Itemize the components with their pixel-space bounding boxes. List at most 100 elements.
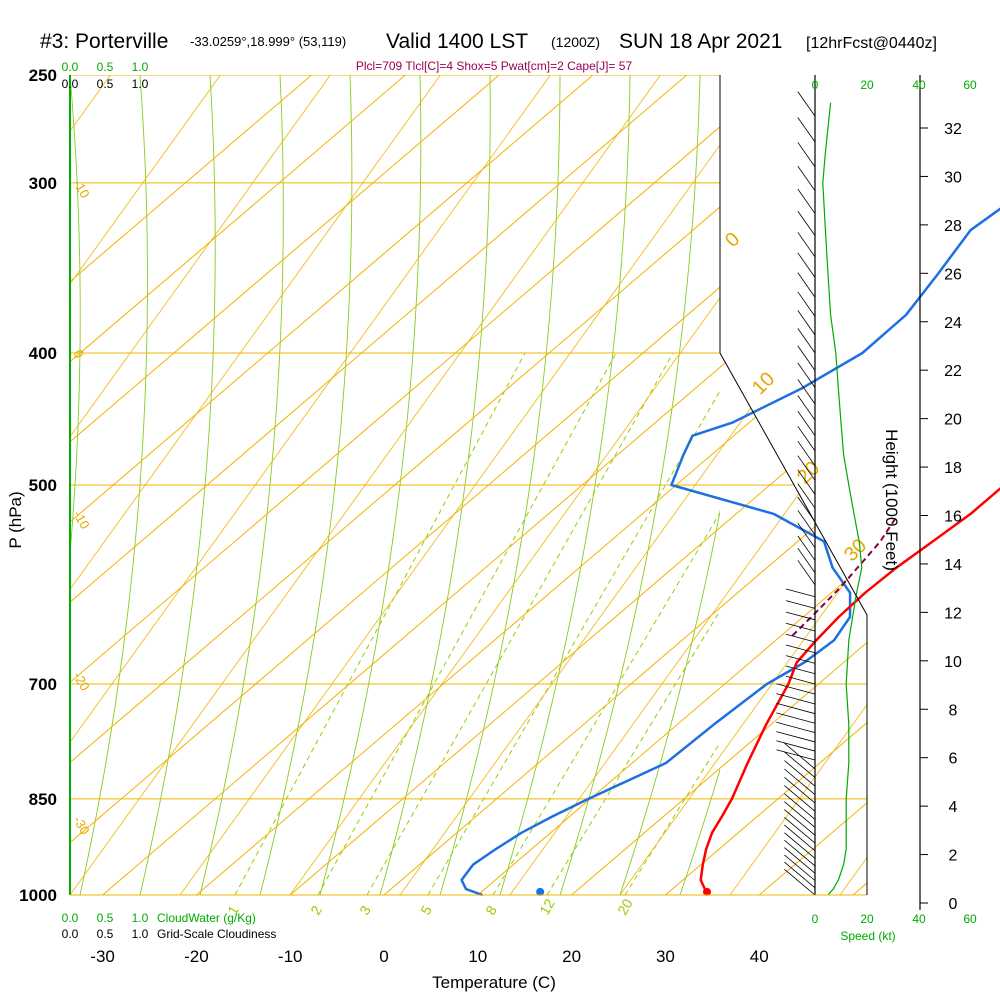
forecast-date: SUN 18 Apr 2021 [619, 30, 782, 53]
temperature-tick-label: 40 [750, 947, 769, 966]
cloudiness-tick-bottom: 1.0 [132, 927, 149, 941]
isotherm-line [70, 75, 781, 895]
wind-barb [784, 854, 816, 881]
parcel-line [791, 518, 896, 637]
station-coords: -33.0259°,18.999° (53,119) [190, 34, 346, 49]
stability-indices: Plcl=709 Tlcl[C]=4 Shox=5 Pwat[cm]=2 Cap… [356, 59, 633, 73]
cloudwater-tick-top: 0.0 [62, 60, 79, 74]
mixing-ratio-line [492, 511, 720, 895]
cloudiness-title: Grid-Scale Cloudiness [157, 927, 276, 941]
wind-barb [797, 426, 816, 452]
wind-barb [797, 410, 816, 436]
pressure-tick-label: 250 [29, 66, 57, 85]
wind-barb [785, 633, 816, 643]
dry-adiabat-line [70, 75, 221, 895]
wind-barb [797, 310, 816, 336]
temperature-tick-label: 30 [656, 947, 675, 966]
wind-barb [785, 611, 816, 621]
wind-barb [797, 547, 816, 574]
wind-barb [797, 91, 816, 117]
isotherm-line [70, 75, 688, 895]
speed-tick-top: 60 [963, 78, 977, 92]
wind-barb [776, 740, 816, 752]
wind-speed-profile-line [822, 102, 863, 896]
speed-axis-title: Speed (kt) [840, 929, 895, 943]
wind-barb [784, 768, 816, 795]
moist-adiabat-line [619, 509, 720, 895]
wind-barb [784, 839, 816, 867]
dry-adiabat-line [619, 75, 867, 895]
speed-tick-bottom: 0 [812, 912, 819, 926]
speed-tick-bottom: 40 [912, 912, 926, 926]
speed-tick-top: 40 [912, 78, 926, 92]
cloudiness-tick-bottom: 0.0 [62, 927, 79, 941]
pressure-axis-title: P (hPa) [6, 491, 25, 548]
height-tick-label: 32 [944, 121, 962, 138]
wind-barb [797, 510, 816, 536]
wind-barb [784, 817, 816, 844]
wind-barb [797, 232, 816, 258]
wind-barb [784, 785, 816, 812]
wind-barb [797, 291, 816, 317]
wind-barb [797, 440, 816, 466]
isotherm-line [852, 75, 867, 895]
pressure-tick-label: 700 [29, 675, 57, 694]
height-tick-label: 6 [949, 751, 958, 768]
moist-adiabat-line [860, 75, 1000, 895]
wind-profile-panel [776, 75, 863, 896]
utc-time: (1200Z) [551, 34, 600, 50]
wind-barb [785, 665, 816, 675]
cloudwater-tick-bottom: 0.5 [97, 911, 114, 925]
cloudiness-tick-top: 1.0 [132, 77, 149, 91]
mixing-ratio-label: 5 [417, 903, 435, 918]
wind-barb [797, 117, 816, 143]
wind-barb [776, 721, 816, 734]
isotherm-line [196, 75, 867, 895]
wind-barb [776, 702, 816, 715]
mixing-ratio-label: 2 [307, 903, 325, 918]
wind-barb [776, 683, 816, 695]
wind-barb [784, 824, 816, 852]
wind-barb [785, 622, 816, 632]
mixing-ratio-label: 8 [482, 903, 500, 918]
height-tick-label: 24 [944, 315, 962, 332]
isotherm-line [70, 75, 500, 895]
pressure-tick-label: 400 [29, 344, 57, 363]
axis-layer: -30 -20 -10 0 10 20 30 401000850700500400300250… [19, 60, 977, 966]
dry-adiabat-line [70, 75, 661, 895]
wind-barb [784, 847, 816, 874]
isotherm-line [70, 75, 867, 895]
wind-barb [785, 588, 816, 598]
plot-right-border-slant [719, 352, 868, 616]
mixing-ratio-line [317, 352, 617, 895]
isotherm-line [758, 75, 867, 895]
wind-barb [797, 455, 816, 481]
cloudwater-tick-bottom: 1.0 [132, 911, 149, 925]
speed-tick-bottom: 60 [963, 912, 977, 926]
wind-barb [797, 188, 816, 214]
height-tick-label: 8 [949, 702, 958, 719]
wind-barb [784, 776, 816, 804]
mixing-ratio-line [546, 609, 720, 895]
temperature-tick-label: 20 [562, 947, 581, 966]
valid-time: Valid 1400 LST [386, 30, 528, 53]
wind-barb [797, 210, 816, 236]
dry-adiabat-line [950, 75, 1000, 895]
mixing-ratio-line [234, 352, 526, 895]
dry-adiabat-label: 10 [748, 368, 779, 399]
isotherm-label: -20 [70, 670, 92, 694]
height-tick-label: 4 [949, 799, 958, 816]
wind-barb [784, 793, 816, 820]
wind-barb [797, 379, 816, 405]
wind-barb [785, 675, 816, 685]
dry-adiabat-label: 30 [840, 535, 871, 566]
mixing-ratio-line [624, 741, 720, 895]
dry-adiabat-line [729, 75, 867, 895]
temperature-axis-title: Temperature (C) [432, 973, 556, 992]
dry-adiabat-line [70, 75, 331, 895]
temperature-tick-label: 10 [468, 947, 487, 966]
isotherm-line [102, 75, 867, 895]
pressure-tick-label: 300 [29, 174, 57, 193]
mixing-ratio-label: 20 [614, 896, 636, 918]
height-tick-label: 10 [944, 654, 962, 671]
